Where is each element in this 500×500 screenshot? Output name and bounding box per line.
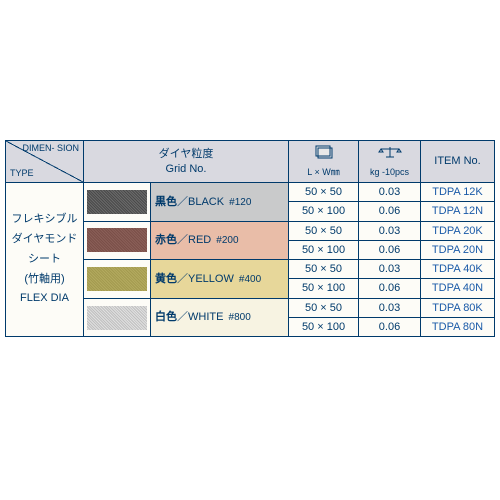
color-cell-white: 白色／WHITE #800: [151, 298, 289, 337]
color-grit: #400: [239, 274, 261, 285]
hdr-type-label: TYPE: [10, 168, 34, 180]
cell-lw: 50 × 100: [289, 240, 359, 259]
table-row: フレキシブル ダイヤモンド シート (竹軸用) FLEX DIA 黒色／BLAC…: [6, 183, 495, 202]
hdr-lw-label: L × W㎜: [289, 163, 359, 182]
cell-kg: 0.06: [359, 318, 421, 337]
color-jp: 白色: [155, 311, 177, 323]
cell-kg: 0.06: [359, 202, 421, 221]
hdr-item-label: ITEM No.: [434, 155, 480, 167]
cell-item: TDPA 20N: [421, 240, 495, 259]
swatch-cell: [84, 298, 151, 337]
swatch-cell: [84, 221, 151, 260]
cell-kg: 0.03: [359, 183, 421, 202]
scale-icon: [378, 145, 402, 159]
color-en: WHITE: [188, 311, 223, 323]
cell-item: TDPA 80N: [421, 318, 495, 337]
cell-kg: 0.03: [359, 298, 421, 317]
cell-item: TDPA 40N: [421, 279, 495, 298]
swatch-red: [87, 228, 147, 252]
color-grit: #200: [216, 235, 238, 246]
swatch-cell: [84, 260, 151, 299]
spec-table: DIMEN- SION TYPE ダイヤ粒度 Grid No. ITEM No.: [5, 140, 495, 337]
cell-kg: 0.03: [359, 221, 421, 240]
cell-lw: 50 × 100: [289, 318, 359, 337]
color-grit: #800: [229, 312, 251, 323]
hdr-type: DIMEN- SION TYPE: [6, 141, 84, 183]
hdr-grid: ダイヤ粒度 Grid No.: [84, 141, 289, 183]
color-jp: 黄色: [155, 273, 177, 285]
cell-item: TDPA 20K: [421, 221, 495, 240]
color-jp: 赤色: [155, 234, 177, 246]
hdr-dimension-label: DIMEN- SION: [22, 143, 79, 155]
color-en: YELLOW: [188, 273, 234, 285]
cell-lw: 50 × 50: [289, 260, 359, 279]
cell-item: TDPA 40K: [421, 260, 495, 279]
cell-lw: 50 × 50: [289, 183, 359, 202]
color-cell-black: 黒色／BLACK #120: [151, 183, 289, 222]
cell-lw: 50 × 100: [289, 279, 359, 298]
color-en: RED: [188, 234, 211, 246]
hdr-wt-label: kg -10pcs: [359, 163, 421, 182]
hdr-lw-icon-cell: [289, 141, 359, 164]
cell-lw: 50 × 100: [289, 202, 359, 221]
sheet-icon: [315, 145, 333, 159]
color-grit: #120: [229, 197, 251, 208]
cell-kg: 0.03: [359, 260, 421, 279]
hdr-wt-icon-cell: [359, 141, 421, 164]
type-cell: フレキシブル ダイヤモンド シート (竹軸用) FLEX DIA: [6, 183, 84, 337]
swatch-yellow: [87, 267, 147, 291]
swatch-cell: [84, 183, 151, 222]
cell-item: TDPA 12K: [421, 183, 495, 202]
cell-item: TDPA 80K: [421, 298, 495, 317]
color-jp: 黒色: [155, 196, 177, 208]
swatch-black: [87, 190, 147, 214]
hdr-item: ITEM No.: [421, 141, 495, 183]
color-cell-yellow: 黄色／YELLOW #400: [151, 260, 289, 299]
swatch-white: [87, 306, 147, 330]
cell-lw: 50 × 50: [289, 221, 359, 240]
cell-lw: 50 × 50: [289, 298, 359, 317]
hdr-grid-label: ダイヤ粒度 Grid No.: [159, 148, 214, 174]
color-en: BLACK: [188, 196, 224, 208]
type-label: フレキシブル ダイヤモンド シート (竹軸用) FLEX DIA: [12, 213, 78, 304]
color-cell-red: 赤色／RED #200: [151, 221, 289, 260]
cell-item: TDPA 12N: [421, 202, 495, 221]
cell-kg: 0.06: [359, 279, 421, 298]
cell-kg: 0.06: [359, 240, 421, 259]
